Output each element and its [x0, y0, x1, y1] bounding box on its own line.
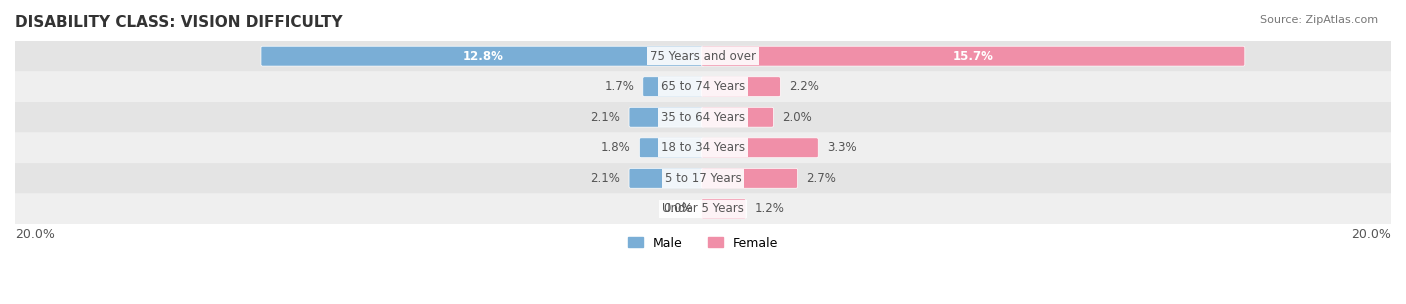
- FancyBboxPatch shape: [702, 77, 780, 97]
- Text: 20.0%: 20.0%: [1351, 228, 1391, 241]
- Text: 15.7%: 15.7%: [953, 50, 994, 63]
- Text: 2.2%: 2.2%: [789, 80, 818, 93]
- FancyBboxPatch shape: [15, 133, 1391, 163]
- FancyBboxPatch shape: [640, 138, 704, 158]
- Text: 1.7%: 1.7%: [605, 80, 634, 93]
- Text: 2.0%: 2.0%: [782, 111, 811, 124]
- Text: 1.8%: 1.8%: [600, 141, 631, 154]
- Text: 35 to 64 Years: 35 to 64 Years: [661, 111, 745, 124]
- Text: Under 5 Years: Under 5 Years: [662, 202, 744, 215]
- Text: 2.7%: 2.7%: [806, 172, 837, 185]
- Text: 5 to 17 Years: 5 to 17 Years: [665, 172, 741, 185]
- Text: 20.0%: 20.0%: [15, 228, 55, 241]
- Text: 1.2%: 1.2%: [755, 202, 785, 215]
- FancyBboxPatch shape: [702, 199, 747, 219]
- FancyBboxPatch shape: [643, 77, 704, 97]
- Text: 0.0%: 0.0%: [664, 202, 693, 215]
- Text: 3.3%: 3.3%: [827, 141, 856, 154]
- FancyBboxPatch shape: [15, 102, 1391, 133]
- Legend: Male, Female: Male, Female: [623, 232, 783, 254]
- Text: 18 to 34 Years: 18 to 34 Years: [661, 141, 745, 154]
- FancyBboxPatch shape: [15, 194, 1391, 224]
- FancyBboxPatch shape: [15, 163, 1391, 194]
- FancyBboxPatch shape: [262, 46, 704, 66]
- FancyBboxPatch shape: [628, 168, 704, 188]
- FancyBboxPatch shape: [15, 41, 1391, 71]
- FancyBboxPatch shape: [628, 107, 704, 127]
- Text: 65 to 74 Years: 65 to 74 Years: [661, 80, 745, 93]
- Text: Source: ZipAtlas.com: Source: ZipAtlas.com: [1260, 15, 1378, 25]
- FancyBboxPatch shape: [702, 168, 797, 188]
- Text: 12.8%: 12.8%: [463, 50, 503, 63]
- FancyBboxPatch shape: [702, 138, 818, 158]
- Text: 2.1%: 2.1%: [591, 111, 620, 124]
- FancyBboxPatch shape: [15, 71, 1391, 102]
- FancyBboxPatch shape: [702, 107, 773, 127]
- Text: 2.1%: 2.1%: [591, 172, 620, 185]
- Text: 75 Years and over: 75 Years and over: [650, 50, 756, 63]
- Text: DISABILITY CLASS: VISION DIFFICULTY: DISABILITY CLASS: VISION DIFFICULTY: [15, 15, 343, 30]
- FancyBboxPatch shape: [702, 46, 1244, 66]
